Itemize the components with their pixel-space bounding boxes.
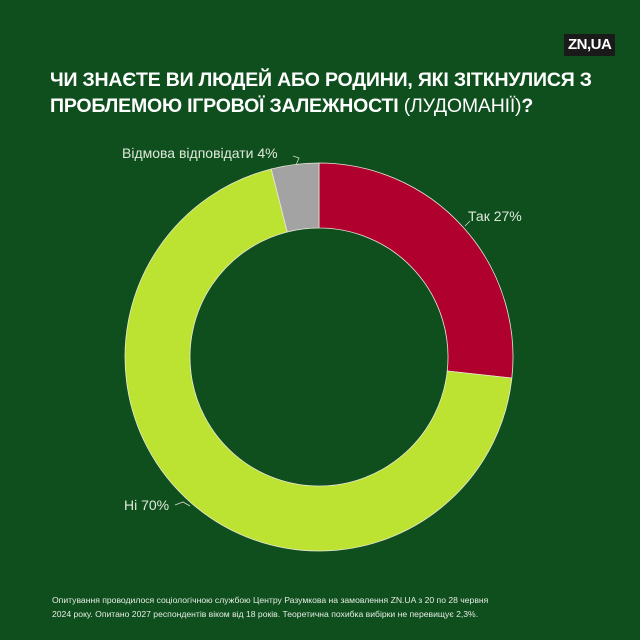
- label-refuse: Відмова відповідати 4%: [122, 145, 278, 161]
- title-light: (ЛУДОМАНІЇ): [403, 95, 522, 117]
- chart-title: ЧИ ЗНАЄТЕ ВИ ЛЮДЕЙ АБО РОДИНИ, ЯКІ ЗІТКН…: [50, 67, 610, 119]
- footnote-line-2: 2024 року. Опитано 2027 респондентів вік…: [52, 609, 479, 619]
- label-no: Ні 70%: [124, 497, 169, 513]
- leader-lines: [174, 155, 471, 507]
- survey-footnote: Опитування проводилося соціологічною слу…: [52, 593, 612, 621]
- zn-ua-logo: ZN,UA: [564, 34, 616, 56]
- label-yes: Так 27%: [468, 208, 522, 224]
- slice-yes: [318, 162, 514, 379]
- slice-no: [124, 168, 513, 552]
- leader-line-yes: [464, 220, 471, 227]
- slice-refuse: [270, 162, 320, 233]
- leader-line-no: [174, 501, 191, 507]
- title-question-mark: ?: [521, 95, 534, 117]
- title-bold: ЧИ ЗНАЄТЕ ВИ ЛЮДЕЙ АБО РОДИНИ, ЯКІ ЗІТКН…: [50, 69, 592, 117]
- donut-slices: [124, 162, 514, 552]
- leader-line-refuse: [292, 155, 300, 166]
- footnote-line-1: Опитування проводилося соціологічною слу…: [52, 595, 489, 605]
